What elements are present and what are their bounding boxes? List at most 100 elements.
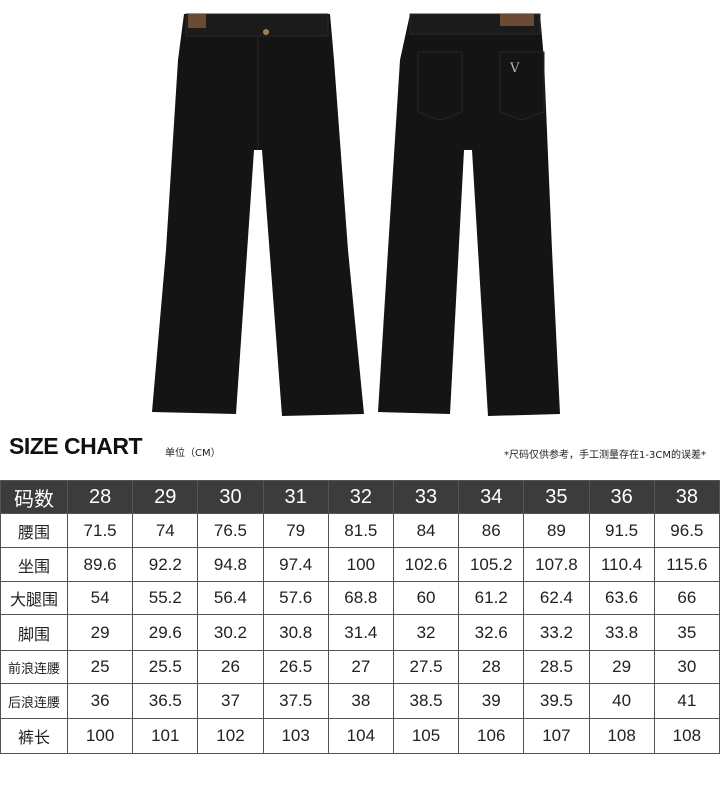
- unit-label: 单位（CM）: [165, 448, 221, 459]
- table-row: 脚围 29 29.6 30.2 30.8 31.4 32 32.6 33.2 33.8 35: [0, 614, 720, 651]
- row-label: 脚围: [0, 614, 68, 651]
- table-cell: 38.5: [392, 683, 460, 719]
- size-header-cell: 33: [392, 480, 460, 514]
- table-cell: 29: [588, 650, 655, 684]
- table-cell: 30.8: [262, 614, 329, 651]
- product-photo: V: [152, 13, 560, 416]
- table-cell: 29.6: [132, 614, 199, 651]
- table-cell: 101: [132, 718, 199, 754]
- table-cell: 60: [392, 581, 460, 615]
- table-cell: 29: [66, 614, 134, 651]
- table-cell: 108: [588, 718, 655, 754]
- measurement-note: *尺码仅供参考，手工测量存在1-3CM的误差*: [504, 450, 706, 461]
- table-cell: 26.5: [262, 650, 329, 684]
- table-cell: 38: [327, 683, 394, 719]
- table-row: 后浪连腰 36 36.5 37 37.5 38 38.5 39 39.5 40 41: [0, 683, 720, 719]
- table-cell: 55.2: [132, 581, 199, 615]
- size-header-cell: 34: [458, 480, 525, 514]
- table-cell: 97.4: [262, 547, 329, 582]
- table-cell: 108: [653, 718, 720, 754]
- leather-patch: [188, 14, 206, 28]
- table-cell: 39.5: [523, 683, 590, 719]
- table-cell: 102: [197, 718, 264, 754]
- size-table: 码数 28 29 30 31 32 33 34 35 36 38 腰围 71.5 74 76.5 79 81.5…: [0, 480, 720, 754]
- size-header-cell: 36: [588, 480, 655, 514]
- header-label: 码数: [0, 480, 68, 514]
- table-cell: 27: [327, 650, 394, 684]
- table-cell: 33.8: [588, 614, 655, 651]
- table-cell: 36.5: [132, 683, 199, 719]
- table-cell: 61.2: [458, 581, 525, 615]
- table-cell: 81.5: [327, 513, 394, 548]
- table-cell: 36: [66, 683, 134, 719]
- pants-back-image: V: [378, 13, 560, 416]
- table-cell: 107: [523, 718, 590, 754]
- table-cell: 105: [392, 718, 460, 754]
- size-chart-title: SIZE CHART: [9, 433, 143, 459]
- size-header-cell: 28: [66, 480, 134, 514]
- table-header-row: 码数 28 29 30 31 32 33 34 35 36 38: [0, 480, 720, 514]
- table-cell: 39: [458, 683, 525, 719]
- table-cell: 35: [653, 614, 720, 651]
- table-cell: 30.2: [197, 614, 264, 651]
- row-label: 坐围: [0, 547, 68, 582]
- size-header-cell: 32: [327, 480, 394, 514]
- table-cell: 104: [327, 718, 394, 754]
- table-cell: 27.5: [392, 650, 460, 684]
- row-label: 裤长: [0, 718, 68, 754]
- table-cell: 37.5: [262, 683, 329, 719]
- table-cell: 102.6: [392, 547, 460, 582]
- table-cell: 25.5: [132, 650, 199, 684]
- pants-front-image: [152, 13, 364, 416]
- table-cell: 71.5: [66, 513, 134, 548]
- table-cell: 28.5: [523, 650, 590, 684]
- table-cell: 41: [653, 683, 720, 719]
- leather-patch: [500, 14, 534, 26]
- size-header-cell: 31: [262, 480, 329, 514]
- table-cell: 91.5: [588, 513, 655, 548]
- table-row: 腰围 71.5 74 76.5 79 81.5 84 86 89 91.5 96.5: [0, 513, 720, 548]
- table-cell: 89.6: [66, 547, 134, 582]
- row-label: 后浪连腰: [0, 683, 68, 719]
- table-row: 坐围 89.6 92.2 94.8 97.4 100 102.6 105.2 107.8 110.…: [0, 547, 720, 582]
- table-cell: 110.4: [588, 547, 655, 582]
- table-row: 前浪连腰 25 25.5 26 26.5 27 27.5 28 28.5 29 30: [0, 650, 720, 684]
- table-cell: 32: [392, 614, 460, 651]
- table-cell: 105.2: [458, 547, 525, 582]
- table-cell: 28: [458, 650, 525, 684]
- table-cell: 62.4: [523, 581, 590, 615]
- table-cell: 25: [66, 650, 134, 684]
- table-cell: 33.2: [523, 614, 590, 651]
- row-label: 腰围: [0, 513, 68, 548]
- size-header-cell: 38: [653, 480, 720, 514]
- table-row: 裤长 100 101 102 103 104 105 106 107 108 108: [0, 718, 720, 754]
- table-cell: 40: [588, 683, 655, 719]
- svg-text:V: V: [509, 61, 520, 76]
- table-cell: 63.6: [588, 581, 655, 615]
- table-cell: 84: [392, 513, 460, 548]
- size-header-cell: 30: [197, 480, 264, 514]
- table-cell: 66: [653, 581, 720, 615]
- table-cell: 94.8: [197, 547, 264, 582]
- table-cell: 115.6: [653, 547, 720, 582]
- table-cell: 37: [197, 683, 264, 719]
- table-cell: 100: [66, 718, 134, 754]
- table-row: 大腿围 54 55.2 56.4 57.6 68.8 60 61.2 62.4 63.6 66: [0, 581, 720, 615]
- table-cell: 54: [66, 581, 134, 615]
- size-header-cell: 29: [132, 480, 199, 514]
- table-cell: 103: [262, 718, 329, 754]
- table-cell: 100: [327, 547, 394, 582]
- table-cell: 74: [132, 513, 199, 548]
- table-cell: 92.2: [132, 547, 199, 582]
- table-cell: 68.8: [327, 581, 394, 615]
- table-cell: 30: [653, 650, 720, 684]
- table-cell: 96.5: [653, 513, 720, 548]
- table-cell: 89: [523, 513, 590, 548]
- table-cell: 106: [458, 718, 525, 754]
- table-cell: 32.6: [458, 614, 525, 651]
- table-cell: 56.4: [197, 581, 264, 615]
- table-cell: 86: [458, 513, 525, 548]
- table-cell: 79: [262, 513, 329, 548]
- row-label: 前浪连腰: [0, 650, 68, 684]
